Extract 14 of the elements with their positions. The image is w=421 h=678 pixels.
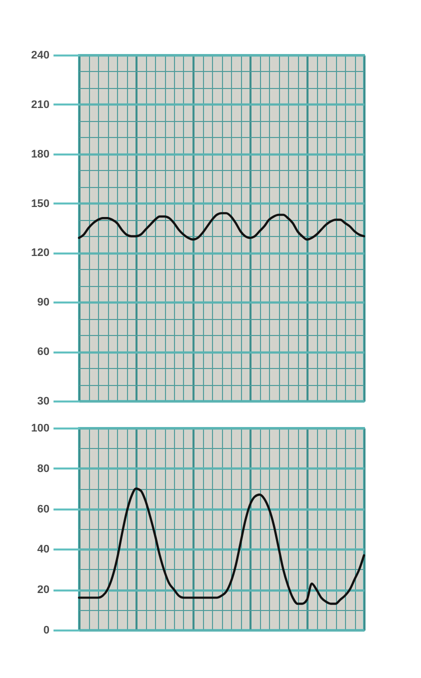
- y-tick-label: 210: [31, 98, 50, 111]
- y-tick-label: 150: [31, 198, 50, 210]
- y-tick-label: 60: [37, 503, 50, 516]
- y-tick-label: 180: [31, 148, 50, 160]
- y-tick-label: 100: [31, 422, 50, 434]
- y-tick-label: 20: [37, 584, 50, 596]
- y-tick-label: 30: [37, 396, 50, 408]
- y-tick-label: 240: [31, 50, 50, 62]
- y-tick-label: 90: [37, 296, 50, 309]
- y-tick-label: 120: [31, 247, 50, 260]
- y-tick-label: 40: [37, 544, 50, 556]
- y-tick-label: 60: [37, 346, 50, 358]
- y-tick-label: 80: [37, 462, 50, 475]
- y-tick-label: 0: [43, 624, 50, 636]
